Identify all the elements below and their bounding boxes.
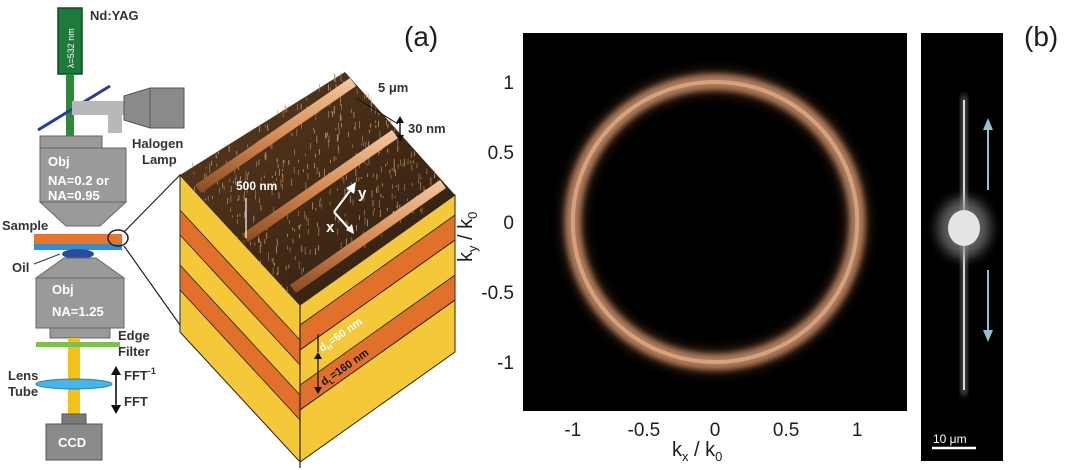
ccd-camera: [45, 423, 103, 461]
right-layer-line-1: [299, 239, 456, 351]
objective-2-tube: [49, 327, 111, 339]
edge-filter: [36, 342, 120, 347]
axis-x-label: x: [326, 219, 335, 236]
halogen-label-2: Lamp: [142, 152, 177, 167]
x-tick-labels: -1 -0.5 0 0.5 1: [564, 420, 862, 441]
setup-diagram: λ=532 nm Nd:YAG Halogen Lamp Obj NA=0.2 …: [2, 7, 185, 461]
ridge-3: [290, 180, 446, 293]
ring-group: [561, 71, 869, 373]
right-layer-line-2: [299, 299, 456, 411]
zoom-line-top: [123, 174, 181, 233]
axis-x-line: [333, 211, 351, 231]
objective-2-na: NA=1.25: [52, 304, 104, 319]
ridge-1: [195, 78, 356, 193]
grating-ridges: [195, 78, 446, 293]
halogen-label-1: Halogen: [132, 136, 183, 151]
excitation-spot: [948, 210, 980, 246]
lamp-beam: [72, 101, 132, 115]
sample-label: Sample: [2, 218, 48, 233]
halogen-lamp-icon: [123, 87, 151, 129]
axis-y-arrow-icon: [346, 182, 356, 194]
oil-label: Oil: [12, 260, 29, 275]
real-space-image: 10 μm: [921, 33, 1003, 461]
objective-1-na-1: NA=0.2 or: [48, 173, 109, 188]
axis-y-label: y: [358, 185, 367, 202]
panel-b-label: (b): [1024, 21, 1058, 52]
ccd-mount: [61, 413, 87, 425]
tube-lens: [35, 378, 113, 390]
ridge-2: [242, 130, 398, 242]
fft-label: FFT: [124, 394, 148, 409]
panel-a-label: (a): [404, 21, 438, 52]
lens-tube-label-2: Tube: [8, 384, 38, 399]
scale-bar-label: 10 μm: [933, 432, 967, 446]
objective-2-tip: [34, 257, 126, 279]
dim-500nm-label: 500 nm: [236, 179, 277, 193]
y-tick-label: -1: [497, 353, 514, 374]
fft-inverse-label: FFT-1: [124, 366, 156, 383]
y-tick-label: 0.5: [488, 143, 514, 164]
y-tick-label: -0.5: [481, 283, 514, 304]
sample-slab-blue: [34, 244, 122, 250]
layer-l-down-icon: [314, 387, 322, 394]
y-tick-label: 1: [503, 73, 514, 94]
zoom-line-bottom: [123, 245, 181, 326]
yellow-beam: [68, 338, 80, 416]
edge-filter-label-2: Filter: [118, 344, 150, 359]
lamp-beam-down: [108, 101, 122, 133]
plot-background: [523, 33, 907, 411]
layer-l-up-icon: [314, 352, 322, 359]
arrow-down-icon: [983, 330, 993, 342]
objective-1-title: Obj: [48, 154, 70, 169]
axis-x-arrow-icon: [346, 224, 354, 234]
x-tick-label: 0.5: [773, 420, 799, 441]
y-tick-label: 0: [503, 213, 514, 234]
arrow-up-icon: [983, 118, 993, 130]
oil-drop: [62, 249, 94, 259]
objective-1-tip: [38, 201, 128, 227]
objective-2-title: Obj: [52, 282, 74, 297]
ccd-label: CCD: [58, 435, 86, 450]
dim-30nm-up-icon: [396, 116, 404, 123]
oil-pointer: [33, 253, 61, 265]
sample-slab-orange: [34, 234, 122, 244]
objective-1-na-2: NA=0.95: [48, 188, 100, 203]
x-tick-label: -1: [564, 420, 581, 441]
laser-label: Nd:YAG: [90, 8, 139, 23]
y-axis-label: ky / k0: [455, 212, 480, 262]
x-tick-label: -0.5: [628, 420, 661, 441]
objective-1-tube: [39, 135, 103, 149]
lens-tube-label-1: Lens: [8, 368, 38, 383]
laser-wavelength: λ=532 nm: [66, 28, 76, 68]
sample-zoom-circle: [107, 229, 129, 247]
dim-30nm-down-icon: [396, 135, 404, 142]
dim-5um-label: 5 μm: [378, 80, 408, 95]
x-tick-label: 0: [710, 420, 721, 441]
objective-1-body: [39, 147, 127, 203]
multilayer-block: 5 μm 30 nm 500 nm y x dH=60 nm dL=160 nm: [179, 72, 456, 468]
fourier-plane-plot: -1 -0.5 0 0.5 1 1 0.5 0 -0.5 -1 kx / k0 ky / k0: [455, 33, 907, 464]
fft-arrow-up-icon: [111, 366, 121, 375]
x-tick-label: 1: [852, 420, 863, 441]
halogen-lamp-body: [149, 87, 185, 129]
green-beam: [66, 74, 74, 136]
objective-2-body: [35, 277, 125, 329]
y-tick-labels: 1 0.5 0 -0.5 -1: [481, 73, 514, 374]
edge-filter-label-1: Edge: [118, 328, 150, 343]
x-axis-label: kx / k0: [672, 439, 722, 464]
dim-5um-line: [355, 97, 399, 125]
axis-y-line: [333, 187, 353, 213]
fft-arrow-down-icon: [111, 405, 121, 414]
dim-30nm-label: 30 nm: [408, 121, 446, 136]
